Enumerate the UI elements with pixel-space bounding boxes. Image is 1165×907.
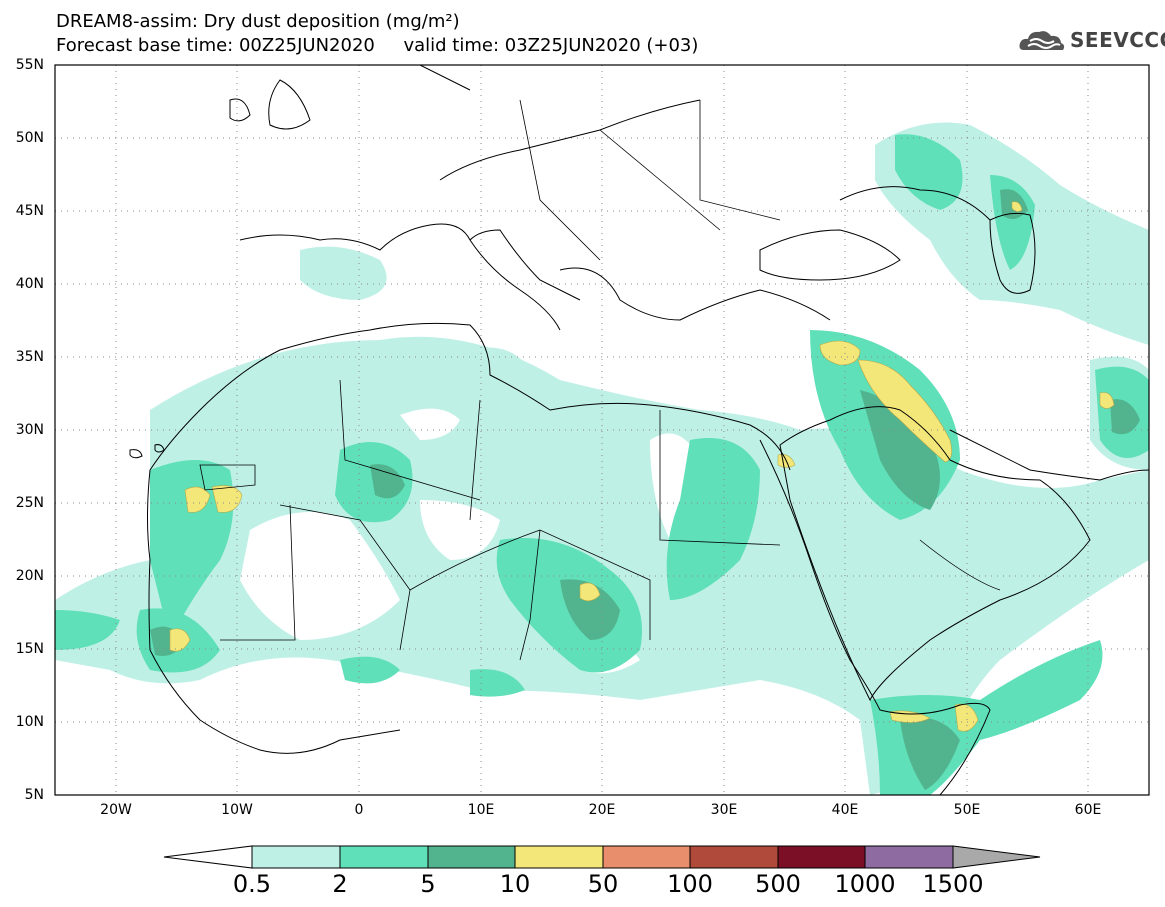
lat-label: 40N: [15, 276, 44, 292]
colorbar-label: 2: [332, 870, 348, 898]
colorbar-label: 5: [420, 870, 436, 898]
lat-label: 45N: [15, 203, 44, 219]
colorbar-swatch-1: [251, 845, 341, 869]
lon-label: 60E: [1074, 802, 1102, 818]
lat-label: 20N: [15, 568, 44, 584]
colorbar: [163, 845, 1041, 869]
dust-layer-dark: [150, 189, 1140, 790]
forecast-times: Forecast base time: 00Z25JUN2020 valid t…: [56, 35, 699, 56]
colorbar-swatch-5: [602, 845, 691, 869]
colorbar-label: 1500: [922, 870, 984, 898]
lon-label: 0: [354, 802, 364, 818]
logo-text: SEEVCCC: [1070, 28, 1165, 52]
lon-label: 50E: [953, 802, 981, 818]
lat-label: 25N: [15, 495, 44, 511]
seevccc-logo: SEEVCCC: [1018, 26, 1165, 56]
colorbar-swatch-2: [339, 845, 429, 869]
lat-label: 5N: [24, 787, 44, 803]
coastlines: [129, 65, 1149, 795]
colorbar-label: 10: [499, 870, 531, 898]
colorbar-swatch-7: [777, 845, 866, 869]
dust-layer-light: [55, 122, 1149, 795]
lon-label: 40E: [831, 802, 859, 818]
lon-label: 30E: [710, 802, 738, 818]
colorbar-label: 1000: [834, 870, 896, 898]
colorbar-swatch-3: [427, 845, 516, 869]
lat-label: 15N: [15, 641, 44, 657]
lon-label: 20E: [588, 802, 616, 818]
borders: [199, 99, 1001, 661]
colorbar-label: 0.5: [232, 870, 272, 898]
lat-label: 10N: [15, 714, 44, 730]
colorbar-swatch-4: [514, 845, 604, 869]
colorbar-label: 50: [587, 870, 619, 898]
colorbar-swatch-6: [689, 845, 779, 869]
colorbar-swatch-8: [864, 845, 954, 869]
lon-label: 10E: [467, 802, 495, 818]
map-frame: [54, 64, 1150, 796]
colorbar-label: 100: [667, 870, 713, 898]
dust-layer-yellow: [169, 201, 1115, 732]
lat-label: 35N: [15, 349, 44, 365]
dust-field: [55, 122, 1149, 795]
map-title: DREAM8-assim: Dry dust deposition (mg/m²…: [56, 11, 460, 32]
lon-label: 20W: [100, 802, 132, 818]
lat-label: 55N: [15, 57, 44, 73]
colorbar-over-arrow: [952, 845, 1041, 869]
lat-label: 50N: [15, 130, 44, 146]
colorbar-under-arrow: [163, 845, 253, 869]
graticule: [55, 65, 1149, 795]
colorbar-label: 500: [755, 870, 801, 898]
lon-label: 10W: [221, 802, 253, 818]
cloud-icon: [1019, 31, 1065, 50]
lat-label: 30N: [15, 422, 44, 438]
